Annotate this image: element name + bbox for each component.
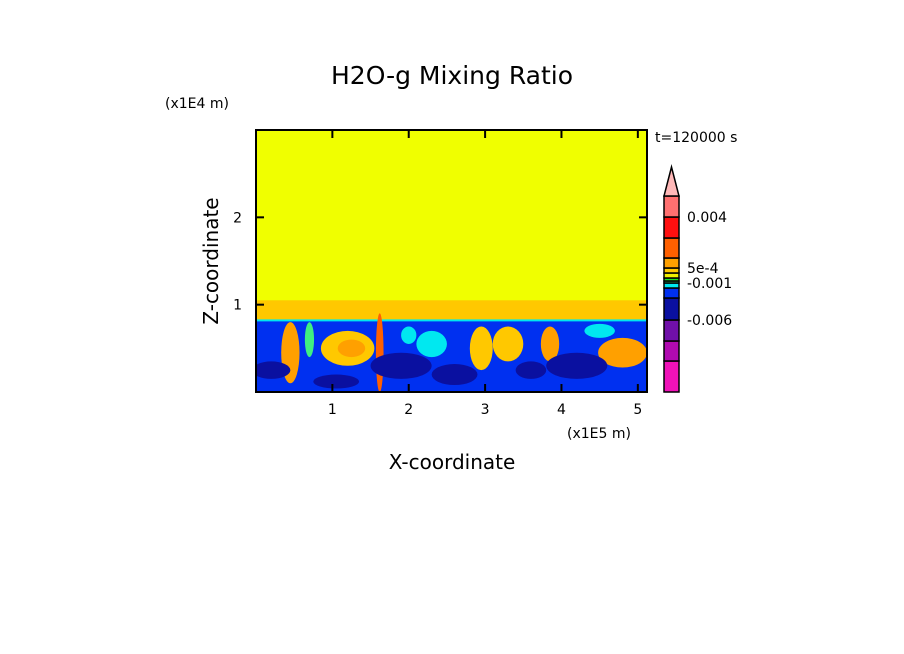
chart-title: H2O-g Mixing Ratio: [331, 61, 573, 90]
contour-blob: [313, 374, 360, 389]
colorbar-segment: [663, 319, 680, 342]
colorbar-segment: [663, 216, 680, 239]
colorbar-segment: [663, 237, 680, 259]
y-tick-label: 1: [233, 298, 242, 314]
contour-blob: [469, 326, 493, 371]
x-axis-label: X-coordinate: [389, 450, 516, 474]
colorbar-segment: [663, 287, 680, 299]
x-tick-label: 3: [481, 402, 490, 418]
axis-ticks: 1 2 3 4 5 1 2: [233, 130, 647, 418]
colorbar-label: -0.001: [687, 276, 732, 292]
x-tick-label: 2: [404, 402, 413, 418]
x-tick-label: 5: [633, 402, 642, 418]
x-tick-label: 1: [328, 402, 337, 418]
contour-blob: [431, 364, 478, 386]
y-axis-label: Z-coordinate: [199, 197, 223, 324]
colorbar-label: -0.006: [687, 313, 732, 329]
contour-blob: [515, 361, 547, 379]
x-tick-label: 4: [557, 402, 566, 418]
colorbar-label: 0.004: [687, 210, 727, 226]
y-scale-label: (x1E4 m): [165, 96, 229, 112]
contour-blob: [256, 361, 291, 379]
contour-blob: [304, 322, 315, 358]
colorbar-label: 5e-4: [687, 261, 719, 277]
contour-blob: [375, 313, 384, 392]
plot-frame: [255, 129, 648, 393]
x-scale-label: (x1E5 m): [567, 426, 631, 442]
colorbar-segment: [663, 195, 680, 218]
time-label: t=120000 s: [655, 130, 737, 146]
contour-blob: [540, 326, 560, 362]
colorbar-segment: [663, 297, 680, 321]
transition-band: [256, 300, 647, 321]
contour-blob: [416, 330, 447, 358]
colorbar: 0.004 5e-4-0.001 -0.006: [663, 164, 732, 393]
colorbar-overflow-triangle: [663, 164, 680, 197]
boundary-edge: [256, 319, 647, 322]
contour-blob: [492, 326, 524, 362]
contour-field: [256, 130, 647, 392]
colorbar-segment: [663, 257, 680, 269]
contour-blob: [401, 326, 417, 344]
contour-blob: [584, 323, 615, 338]
colorbar-segment: [663, 340, 680, 362]
contour-blob: [337, 339, 366, 358]
contour-blob: [546, 352, 608, 379]
colorbar-segment: [663, 360, 680, 393]
y-tick-label: 2: [233, 210, 242, 226]
contour-blob: [370, 352, 432, 379]
contour-blob: [598, 337, 647, 368]
